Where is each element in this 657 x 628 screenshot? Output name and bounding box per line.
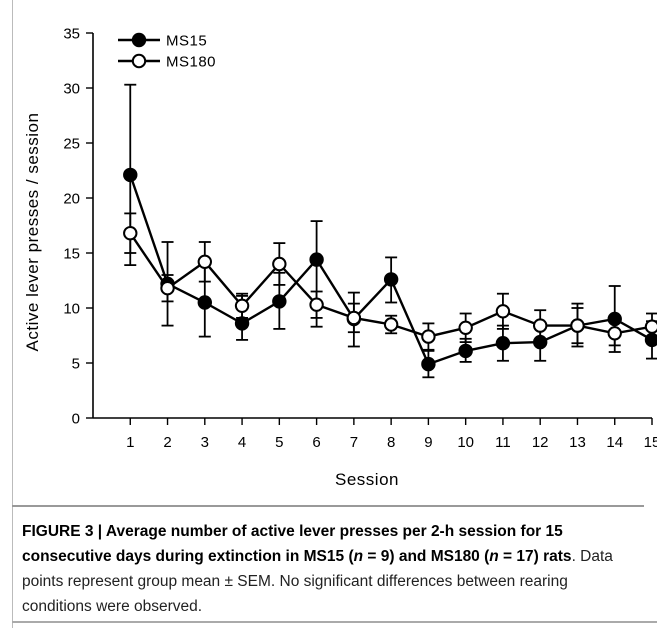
y-tick-label-25: 25: [63, 136, 80, 153]
y-axis-label: Active lever presses / session: [23, 113, 42, 352]
point-ms180-14: [607, 326, 622, 341]
point-ms15-10: [458, 343, 473, 359]
point-ms180-5: [272, 256, 287, 272]
point-ms180-4: [234, 298, 250, 313]
point-ms180-9: [421, 329, 436, 344]
point-ms180-12: [533, 318, 548, 333]
x-tick-label-12: 12: [532, 434, 549, 451]
point-ms180-6: [309, 297, 324, 312]
y-tick-label-30: 30: [63, 81, 80, 98]
point-ms180-8: [383, 317, 399, 332]
frame-bottom-border: [12, 621, 657, 623]
y-tick-label-20: 20: [63, 191, 80, 208]
series-ms180: [123, 212, 657, 351]
x-tick-label-11: 11: [495, 434, 511, 451]
x-tick-label-5: 5: [275, 434, 283, 451]
figure-caption: FIGURE 3 | Average number of active leve…: [22, 519, 637, 619]
x-tick-label-6: 6: [312, 434, 320, 451]
series-layer: [123, 83, 657, 379]
point-ms180-2: [160, 281, 175, 296]
caption-rest: . Data points represent group mean ± SEM…: [22, 548, 613, 615]
point-ms180-7: [346, 310, 362, 326]
point-ms180-13: [570, 318, 585, 333]
x-tick-label-1: 1: [126, 434, 134, 451]
point-ms180-15: [644, 319, 657, 334]
caption-divider: [12, 505, 644, 507]
x-tick-label-14: 14: [606, 434, 623, 451]
x-tick-label-15: 15: [644, 434, 657, 451]
y-tick-label-0: 0: [72, 411, 80, 428]
point-ms15-5: [272, 294, 287, 309]
x-axis-label: Session: [335, 470, 399, 489]
caption-n1: n: [353, 548, 364, 565]
x-tick-label-10: 10: [457, 434, 474, 451]
frame-left-border: [12, 0, 13, 628]
point-ms15-9: [421, 356, 436, 372]
caption-eq2: = 17) rats: [498, 548, 572, 565]
legend: MS15 MS180: [118, 33, 216, 71]
x-tick-label-9: 9: [424, 434, 432, 451]
y-tick-label-5: 5: [72, 356, 80, 373]
x-tick-label-8: 8: [387, 434, 395, 451]
x-tick-label-3: 3: [201, 434, 209, 451]
x-tick-label-7: 7: [350, 434, 358, 451]
x-tick-label-2: 2: [163, 434, 171, 451]
legend-label-ms180: MS180: [166, 54, 216, 71]
point-ms15-8: [383, 272, 399, 287]
caption-lead-text: FIGURE 3 | Average number of active leve…: [22, 523, 563, 565]
point-ms15-1: [123, 167, 138, 183]
y-tick-label-15: 15: [63, 246, 80, 263]
caption-lead: FIGURE 3 | Average number of active leve…: [22, 523, 572, 565]
point-ms180-10: [458, 320, 473, 335]
point-ms180-11: [495, 304, 511, 319]
point-ms15-3: [197, 295, 213, 310]
legend-marker-ms180: [131, 53, 147, 69]
y-tick-label-10: 10: [63, 301, 80, 318]
point-ms180-3: [197, 254, 213, 269]
legend-label-ms15: MS15: [166, 33, 207, 50]
point-ms15-6: [309, 252, 324, 267]
caption-eq1: = 9) and MS180 (: [363, 548, 490, 565]
point-ms15-11: [495, 336, 511, 351]
point-ms180-1: [123, 226, 138, 241]
caption-n2: n: [489, 548, 499, 565]
y-tick-label-35: 35: [63, 26, 80, 43]
point-ms15-4: [234, 316, 250, 331]
x-tick-label-13: 13: [569, 434, 586, 451]
x-tick-label-4: 4: [238, 434, 246, 451]
legend-marker-ms15: [131, 32, 147, 48]
